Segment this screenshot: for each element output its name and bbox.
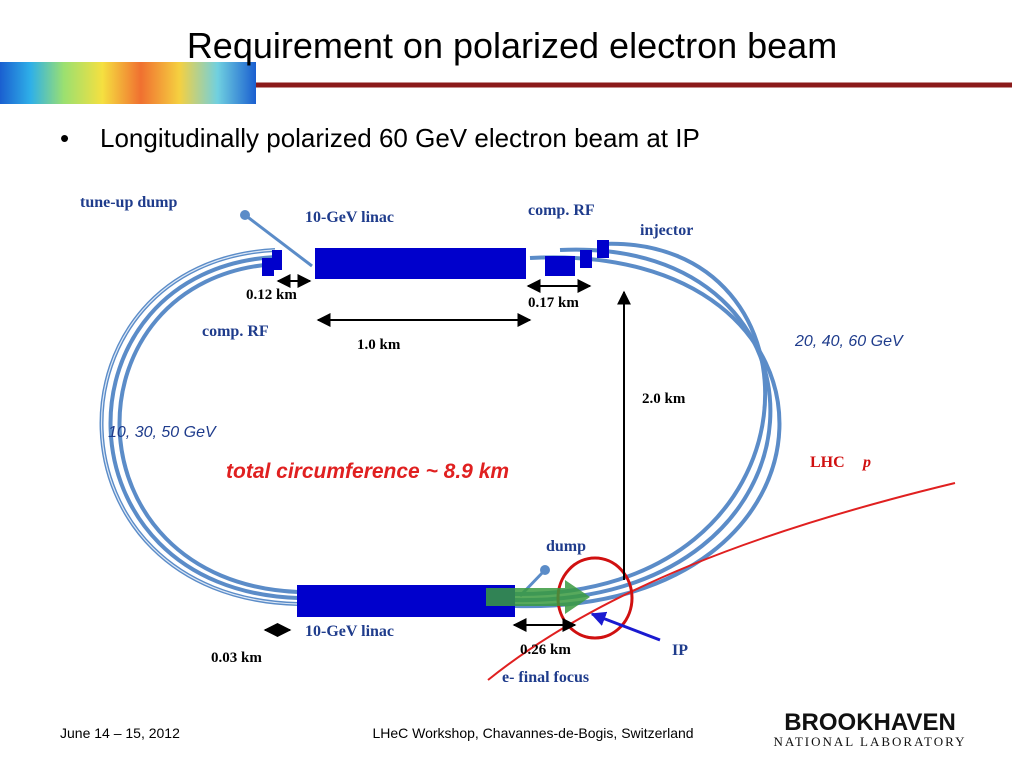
label: injector <box>640 222 693 239</box>
label: LHC <box>810 454 845 471</box>
label: 0.17 km <box>528 295 579 311</box>
label: p <box>861 454 871 471</box>
diagram-labels: tune-up dump 10-GeV linac comp. RF injec… <box>80 194 904 686</box>
header-image <box>0 62 256 104</box>
label: dump <box>546 538 586 555</box>
logo-main: BROOKHAVEN <box>784 709 956 736</box>
label: e- final focus <box>502 669 589 686</box>
ip-arrow <box>590 611 661 642</box>
green-arrow <box>486 580 590 614</box>
label: 10, 30, 50 GeV <box>108 424 217 441</box>
dimension-arrows <box>263 274 631 637</box>
bullet: Longitudinally polarized 60 GeV electron… <box>100 123 700 153</box>
footer-event: LHeC Workshop, Chavannes-de-Bogis, Switz… <box>372 725 693 741</box>
logo-sub: NATIONAL LABORATORY <box>774 734 967 749</box>
label: 1.0 km <box>357 337 401 353</box>
label: 10-GeV linac <box>305 209 394 226</box>
label: 0.12 km <box>246 287 297 303</box>
label: IP <box>672 642 688 659</box>
label: comp. RF <box>528 202 595 219</box>
label: total circumference ~ 8.9 km <box>226 460 509 483</box>
label: tune-up dump <box>80 194 177 211</box>
label: 20, 40, 60 GeV <box>794 333 904 350</box>
label: 0.03 km <box>211 650 262 666</box>
linacs <box>262 240 609 617</box>
ring <box>99 210 782 609</box>
label: 10-GeV linac <box>305 623 394 640</box>
lhc-beam <box>487 482 956 681</box>
footer-date: June 14 – 15, 2012 <box>60 725 180 741</box>
bullet-marker: • <box>60 123 69 153</box>
label: 2.0 km <box>642 391 686 407</box>
label: 0.26 km <box>520 642 571 658</box>
title: Requirement on polarized electron beam <box>187 25 837 66</box>
label: comp. RF <box>202 323 269 340</box>
